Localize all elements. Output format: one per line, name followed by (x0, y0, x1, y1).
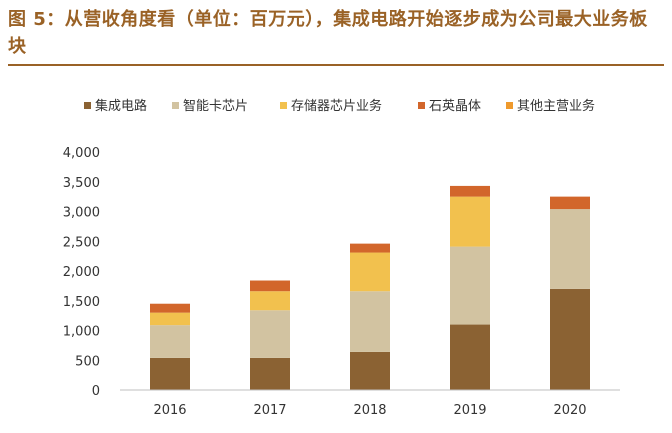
x-axis: 2016 2017 2018 2019 2020 (120, 389, 620, 418)
y-tick-label: 500 (75, 354, 100, 369)
bar-segment (350, 351, 390, 390)
legend-label: 石英晶体 (429, 99, 481, 114)
bar-segment (150, 357, 190, 390)
title-rule (8, 64, 664, 66)
bar-segment (350, 243, 390, 253)
bar-segment (250, 310, 290, 358)
legend-label: 智能卡芯片 (183, 99, 248, 114)
y-tick-label: 0 (92, 384, 100, 399)
bar-segment (450, 324, 490, 390)
x-tick-label: 2017 (253, 403, 286, 418)
bar-segment (350, 252, 390, 292)
x-tick-label: 2016 (153, 403, 186, 418)
legend-label: 其他主营业务 (517, 98, 595, 114)
bar-segment (550, 288, 590, 390)
legend-label: 集成电路 (95, 98, 147, 114)
bar-segment (550, 196, 590, 210)
bar-segment (150, 303, 190, 313)
x-tick-label: 2018 (353, 403, 386, 418)
legend-swatch (172, 102, 179, 109)
x-tick-label: 2020 (553, 403, 586, 418)
legend-swatch (84, 102, 91, 109)
bars (150, 185, 590, 390)
bar-segment (450, 246, 490, 325)
legend-label: 存储器芯片业务 (291, 98, 382, 114)
y-axis: 0 500 1,000 1,500 2,000 2,500 3,000 3,500 4,000 (63, 146, 100, 399)
bar-segment (150, 312, 190, 326)
x-tick-label: 2019 (453, 403, 486, 418)
legend-swatch (280, 102, 287, 109)
bar-segment (350, 291, 390, 352)
y-tick-label: 2,000 (63, 265, 100, 280)
y-tick-label: 4,000 (63, 146, 100, 161)
legend-swatch (418, 102, 425, 109)
y-tick-label: 2,500 (63, 235, 100, 250)
bar-segment (150, 325, 190, 358)
bar-segment (550, 209, 590, 289)
bar-segment (250, 280, 290, 292)
y-tick-label: 3,000 (63, 206, 100, 221)
legend-swatch (506, 102, 513, 109)
bar-segment (450, 196, 490, 247)
bar-segment (450, 185, 490, 197)
bar-segment (250, 291, 290, 311)
y-tick-label: 1,500 (63, 295, 100, 310)
chart-legend: 集成电路 智能卡芯片 存储器芯片业务 石英晶体 其他主营业务 (84, 98, 595, 114)
y-tick-label: 3,500 (63, 176, 100, 191)
y-tick-label: 1,000 (63, 325, 100, 340)
bar-segment (250, 357, 290, 390)
figure-title: 图 5：从营收角度看（单位：百万元），集成电路开始逐步成为公司最大业务板块 (8, 9, 648, 57)
